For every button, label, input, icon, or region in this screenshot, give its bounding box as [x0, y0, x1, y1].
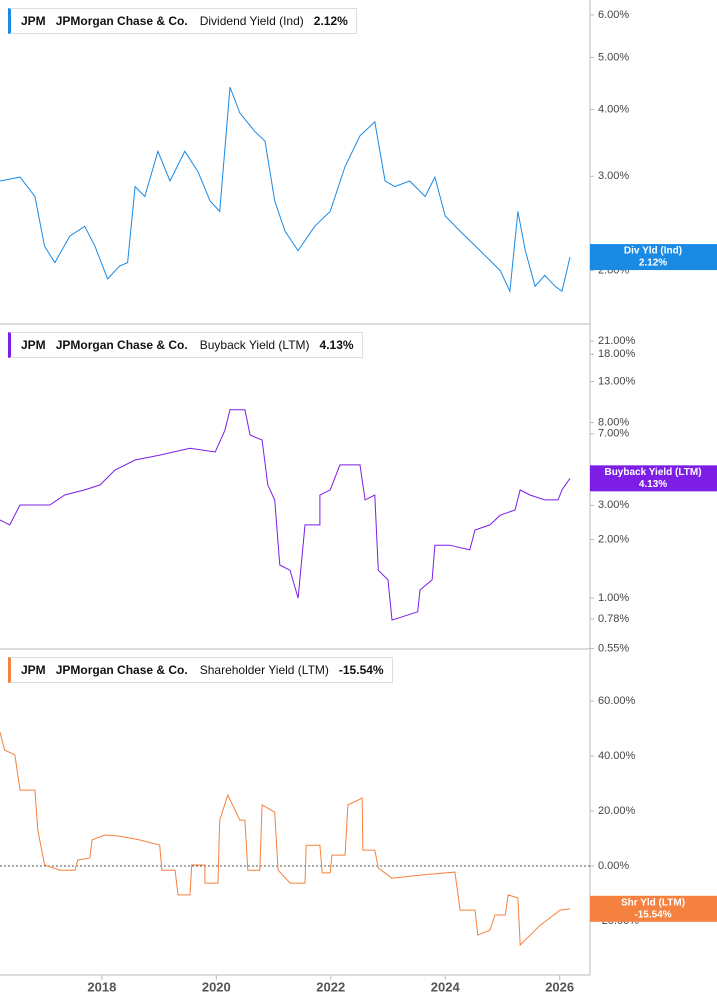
y-tick-label: 18.00% — [598, 348, 636, 360]
y-tick-label: 0.78% — [598, 613, 629, 625]
value-tag-value: 4.13% — [639, 479, 667, 490]
y-tick-label: 6.00% — [598, 9, 629, 21]
y-tick-label: 4.00% — [598, 103, 629, 115]
data-line — [0, 87, 571, 294]
series-name: Buyback Yield (LTM) — [199, 338, 310, 352]
value-tag-value: 2.12% — [639, 258, 667, 269]
series-header: JPM JPMorgan Chase & Co. Dividend Yield (I… — [8, 8, 357, 34]
series-header: JPM JPMorgan Chase & Co. Buyback Yield (LT… — [8, 332, 363, 358]
y-tick-label: 0.55% — [598, 642, 629, 654]
y-tick-label: 13.00% — [598, 375, 636, 387]
y-tick-label: 1.00% — [598, 592, 629, 604]
x-tick-label: 2018 — [87, 979, 116, 994]
value-tag — [590, 895, 717, 922]
y-tick-label: 7.00% — [598, 428, 629, 440]
value-tag — [590, 465, 717, 492]
value-tag-value: -15.54% — [634, 909, 671, 920]
series-header: JPM JPMorgan Chase & Co. Shareholder Yield… — [8, 657, 393, 683]
value-tag-name: Buyback Yield (LTM) — [604, 467, 701, 478]
y-tick-label: 5.00% — [598, 51, 629, 63]
latest-value: 4.13% — [319, 338, 354, 352]
value-tag-name: Shr Yld (LTM) — [621, 897, 685, 908]
ticker: JPM — [21, 338, 46, 352]
company-name: JPMorgan Chase & Co. — [55, 663, 188, 677]
y-tick-label: 60.00% — [598, 695, 636, 707]
data-line — [0, 409, 571, 621]
latest-value: -15.54% — [338, 663, 384, 677]
y-tick-label: 20.00% — [598, 805, 636, 817]
company-name: JPMorgan Chase & Co. — [55, 338, 188, 352]
x-tick-label: 2026 — [545, 979, 574, 994]
ticker: JPM — [21, 663, 46, 677]
x-tick-label: 2022 — [316, 979, 345, 994]
y-tick-label: 3.00% — [598, 170, 629, 182]
series-name: Dividend Yield (Ind) — [199, 14, 304, 28]
ticker: JPM — [21, 14, 46, 28]
y-tick-label: 2.00% — [598, 533, 629, 545]
value-tag — [590, 244, 717, 271]
y-tick-label: 0.00% — [598, 860, 629, 872]
y-tick-label: 3.00% — [598, 499, 629, 511]
x-tick-label: 2020 — [202, 979, 231, 994]
series-name: Shareholder Yield (LTM) — [199, 663, 329, 677]
y-tick-label: 8.00% — [598, 416, 629, 428]
y-tick-label: 40.00% — [598, 750, 636, 762]
latest-value: 2.12% — [313, 14, 348, 28]
value-tag-name: Div Yld (Ind) — [624, 246, 682, 257]
y-tick-label: 21.00% — [598, 335, 636, 347]
company-name: JPMorgan Chase & Co. — [55, 14, 188, 28]
data-line — [0, 731, 571, 947]
x-tick-label: 2024 — [431, 979, 461, 994]
